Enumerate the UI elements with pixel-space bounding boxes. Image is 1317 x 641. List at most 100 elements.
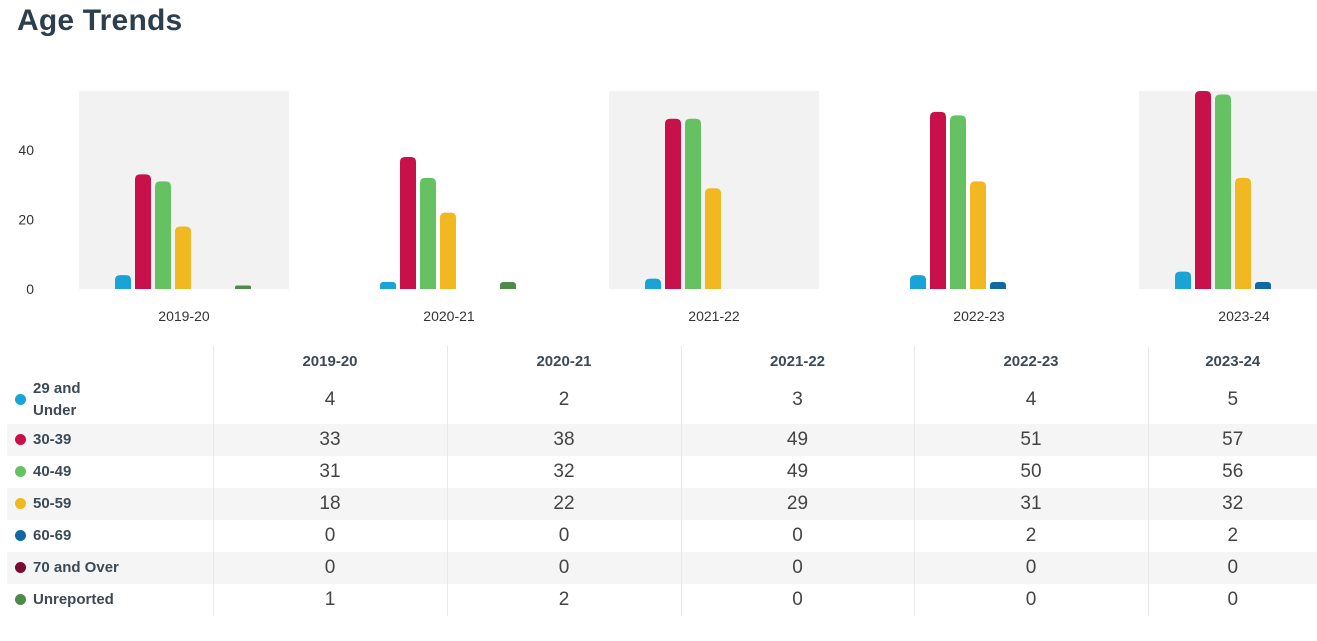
table-cell: 32 — [446, 456, 681, 488]
legend-label: 70 and Over — [33, 559, 119, 576]
legend-label: 50-59 — [33, 495, 72, 512]
legend-dot-icon — [15, 434, 26, 445]
x-tick-label: 2020-21 — [423, 308, 475, 324]
y-tick-label: 40 — [18, 142, 34, 158]
table-cell: 3 — [680, 376, 914, 424]
bar-50-59-2021-22[interactable] — [705, 188, 721, 289]
row-label: Unreported — [7, 584, 213, 616]
table-cell: 49 — [680, 424, 914, 456]
table-cell: 57 — [1147, 424, 1317, 456]
legend-dot-icon — [15, 562, 26, 573]
legend-dot-icon — [15, 530, 26, 541]
bar-30-39-2021-22[interactable] — [665, 118, 681, 289]
table-cell: 32 — [1147, 488, 1317, 520]
table-cell: 4 — [913, 376, 1148, 424]
x-tick-label: 2019-20 — [158, 308, 210, 324]
table-cell: 31 — [913, 488, 1148, 520]
y-tick-label: 20 — [18, 212, 34, 228]
table-row: 70 and Over 0 0 0 0 0 — [7, 552, 1317, 584]
bar-29-and-under-2019-20[interactable] — [115, 275, 131, 289]
column-header: 2023-24 — [1147, 346, 1317, 376]
table-cell: 0 — [446, 520, 681, 552]
table-cell: 0 — [212, 552, 447, 584]
bar-29-and-under-2020-21[interactable] — [380, 282, 396, 289]
bar-29-and-under-2023-24[interactable] — [1175, 271, 1191, 289]
table-row: 60-69 0 0 0 2 2 — [7, 520, 1317, 552]
table-cell: 29 — [680, 488, 914, 520]
legend-label: 60-69 — [33, 527, 72, 544]
x-tick-label: 2023-24 — [1218, 308, 1270, 324]
table-cell: 0 — [1147, 584, 1317, 616]
table-cell: 0 — [913, 584, 1148, 616]
table-cell: 38 — [446, 424, 681, 456]
age-trends-bar-chart: 0 20 40 2019-20 2020-21 2021-22 2022-23 2023-24 — [18, 91, 1317, 324]
x-tick-label: 2022-23 — [953, 308, 1005, 324]
bar-40-49-2021-22[interactable] — [685, 118, 701, 289]
table-cell: 0 — [680, 552, 914, 584]
bar-unreported-2019-20[interactable] — [235, 285, 251, 289]
bar-40-49-2019-20[interactable] — [155, 181, 171, 289]
table-row: 50-59 18 22 29 31 32 — [7, 488, 1317, 520]
table-cell: 22 — [446, 488, 681, 520]
table-cell: 0 — [1147, 552, 1317, 584]
page-title: Age Trends — [17, 4, 183, 37]
bar-50-59-2019-20[interactable] — [175, 226, 191, 289]
table-cell: 56 — [1147, 456, 1317, 488]
table-corner — [7, 346, 213, 376]
column-header: 2019-20 — [212, 346, 447, 376]
legend-label: Unreported — [33, 591, 114, 608]
table-cell: 33 — [212, 424, 447, 456]
legend-label: 29 and Under — [33, 380, 81, 419]
age-trends-table: 2019-20 2020-21 2021-22 2022-23 2023-24 29 a… — [7, 346, 1317, 616]
legend-dot-icon — [15, 498, 26, 509]
bar-40-49-2023-24[interactable] — [1215, 94, 1231, 289]
table-cell: 5 — [1147, 376, 1317, 424]
bar-40-49-2020-21[interactable] — [420, 177, 436, 289]
table-cell: 0 — [446, 552, 681, 584]
table-cell: 4 — [212, 376, 447, 424]
legend-dot-icon — [15, 466, 26, 477]
legend-label: 40-49 — [33, 463, 72, 480]
bar-unreported-2020-21[interactable] — [500, 282, 516, 289]
column-header: 2020-21 — [446, 346, 681, 376]
row-label: 30-39 — [7, 424, 213, 456]
table-cell: 49 — [680, 456, 914, 488]
bar-60-69-2022-23[interactable] — [990, 282, 1006, 289]
bar-60-69-2023-24[interactable] — [1255, 282, 1271, 289]
table-cell: 50 — [913, 456, 1148, 488]
table-row: 40-49 31 32 49 50 56 — [7, 456, 1317, 488]
row-label: 29 and Under — [7, 376, 213, 424]
column-header: 2021-22 — [680, 346, 914, 376]
table-cell: 51 — [913, 424, 1148, 456]
bar-29-and-under-2021-22[interactable] — [645, 278, 661, 289]
table-cell: 1 — [212, 584, 447, 616]
table-cell: 0 — [680, 584, 914, 616]
row-label: 70 and Over — [7, 552, 213, 584]
bar-40-49-2022-23[interactable] — [950, 115, 966, 289]
bar-30-39-2023-24[interactable] — [1195, 91, 1211, 289]
bar-30-39-2022-23[interactable] — [930, 111, 946, 289]
table-cell: 2 — [446, 376, 681, 424]
table-cell: 0 — [913, 552, 1148, 584]
table-row: Unreported 1 2 0 0 0 — [7, 584, 1317, 616]
table-cell: 31 — [212, 456, 447, 488]
bar-50-59-2022-23[interactable] — [970, 181, 986, 289]
bar-30-39-2019-20[interactable] — [135, 174, 151, 289]
column-header: 2022-23 — [913, 346, 1148, 376]
table-cell: 0 — [212, 520, 447, 552]
bar-29-and-under-2022-23[interactable] — [910, 275, 926, 289]
bar-30-39-2020-21[interactable] — [400, 157, 416, 289]
bar-50-59-2023-24[interactable] — [1235, 177, 1251, 289]
table-header-row: 2019-20 2020-21 2021-22 2022-23 2023-24 — [7, 346, 1317, 376]
table-cell: 2 — [1147, 520, 1317, 552]
table-cell: 2 — [446, 584, 681, 616]
table-cell: 2 — [913, 520, 1148, 552]
row-label: 40-49 — [7, 456, 213, 488]
legend-dot-icon — [15, 394, 26, 405]
bar-50-59-2020-21[interactable] — [440, 212, 456, 289]
y-tick-label: 0 — [26, 281, 34, 297]
row-label: 50-59 — [7, 488, 213, 520]
legend-label: 30-39 — [33, 431, 72, 448]
table-row: 29 and Under 4 2 3 4 5 — [7, 376, 1317, 424]
x-tick-label: 2021-22 — [688, 308, 740, 324]
